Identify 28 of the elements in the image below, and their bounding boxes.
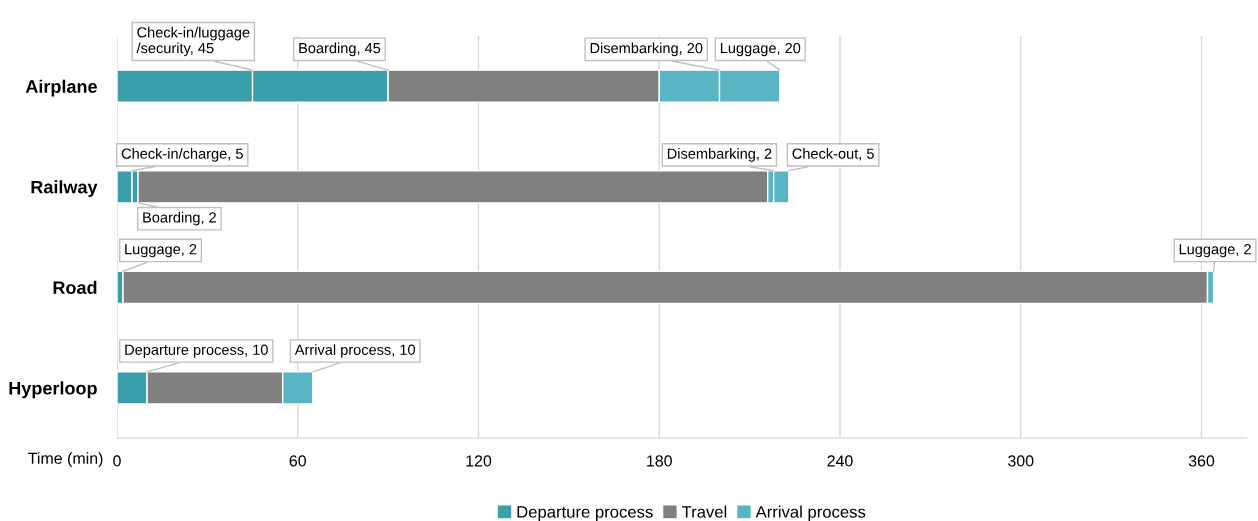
x-tick-label: 240 bbox=[827, 455, 853, 467]
y-tick-label: Airplane bbox=[25, 79, 97, 97]
x-tick-label: 300 bbox=[1008, 455, 1034, 467]
annotation: Departure process, 10 bbox=[125, 344, 268, 358]
y-tick-label: Railway bbox=[31, 180, 98, 198]
annotation: Luggage, 2 bbox=[125, 244, 197, 258]
annotation: Disembarking, 20 bbox=[590, 42, 703, 57]
annotation: Check-out, 5 bbox=[792, 148, 874, 161]
annotation: Check-in/luggage /security, 45 bbox=[136, 26, 250, 57]
annotation: Luggage, 20 bbox=[720, 42, 801, 57]
x-tick-label: 360 bbox=[1188, 455, 1215, 467]
y-tick-label: Hyperloop bbox=[9, 381, 97, 399]
annotation: Boarding, 45 bbox=[299, 42, 381, 57]
x-tick-label: 60 bbox=[289, 455, 306, 467]
annotation: Arrival process, 10 bbox=[294, 344, 415, 358]
annotation: Disembarking, 2 bbox=[667, 148, 772, 162]
legend-label: Travel bbox=[681, 505, 727, 518]
legend-label: Departure process bbox=[517, 506, 653, 521]
x-tick-label: 180 bbox=[647, 455, 672, 467]
x-tick-label: 0 bbox=[113, 455, 121, 467]
legend-label: Arrival process bbox=[755, 505, 866, 521]
x-tick-label: 120 bbox=[466, 455, 492, 467]
annotation: Check-in/charge, 5 bbox=[121, 148, 243, 162]
annotation: Luggage, 2 bbox=[1179, 244, 1251, 258]
annotation: Boarding, 2 bbox=[143, 211, 216, 226]
y-tick-label: Road bbox=[53, 280, 97, 295]
x-axis-title: Time (min) bbox=[28, 452, 103, 468]
bar bbox=[116, 169, 133, 204]
